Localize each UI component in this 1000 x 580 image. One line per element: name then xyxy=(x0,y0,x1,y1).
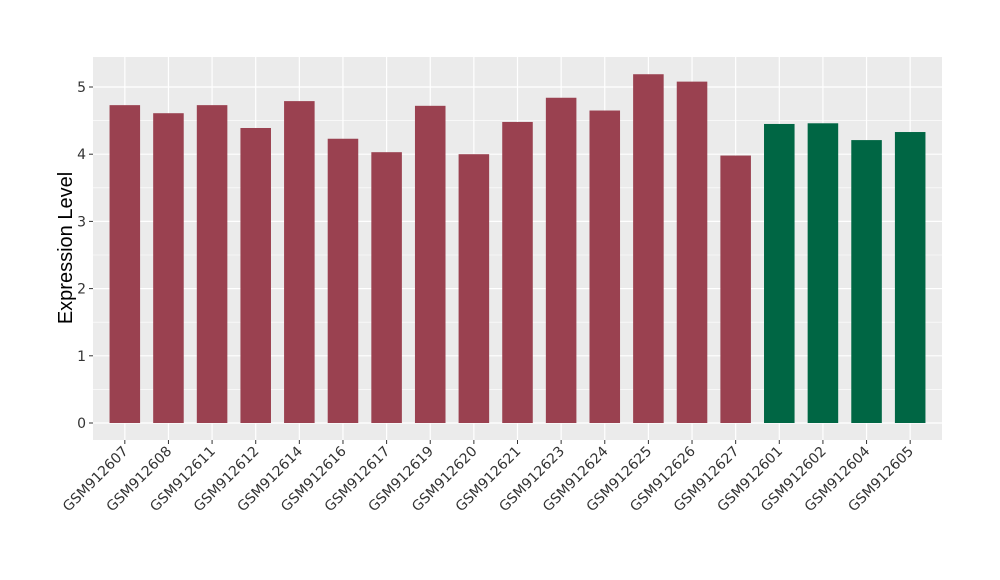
bar-GSM912608 xyxy=(153,113,184,423)
bar-GSM912620 xyxy=(458,154,490,423)
bar-GSM912625 xyxy=(633,74,664,424)
bars xyxy=(109,74,926,424)
bar-GSM912605 xyxy=(894,132,926,424)
y-tick-label: 3 xyxy=(77,214,86,230)
y-tick-label: 4 xyxy=(77,147,86,163)
bar-GSM912607 xyxy=(109,105,141,424)
bar-GSM912626 xyxy=(676,81,708,424)
bar-GSM912627 xyxy=(720,155,751,423)
bar-GSM912621 xyxy=(502,121,533,423)
bar-GSM912611 xyxy=(196,105,228,424)
bar-GSM912616 xyxy=(327,138,359,423)
bar-GSM912623 xyxy=(545,97,577,423)
y-axis-title: Expression Level xyxy=(55,172,77,324)
y-axis: 0 1 2 3 4 5 xyxy=(77,80,93,432)
y-tick-label: 5 xyxy=(77,80,86,96)
bar-GSM912617 xyxy=(371,152,402,423)
y-tick-label: 1 xyxy=(77,349,86,365)
bar-GSM912619 xyxy=(414,105,446,423)
x-axis: GSM912607GSM912608GSM912611GSM912612GSM9… xyxy=(60,440,917,515)
y-tick-label: 0 xyxy=(77,416,86,432)
bar-GSM912624 xyxy=(589,110,621,424)
bar-GSM912602 xyxy=(807,123,839,424)
bar-GSM912614 xyxy=(284,101,315,423)
bar-GSM912612 xyxy=(240,127,271,423)
y-tick-label: 2 xyxy=(77,282,86,298)
bar-GSM912604 xyxy=(851,140,882,423)
bar-GSM912601 xyxy=(764,123,795,424)
